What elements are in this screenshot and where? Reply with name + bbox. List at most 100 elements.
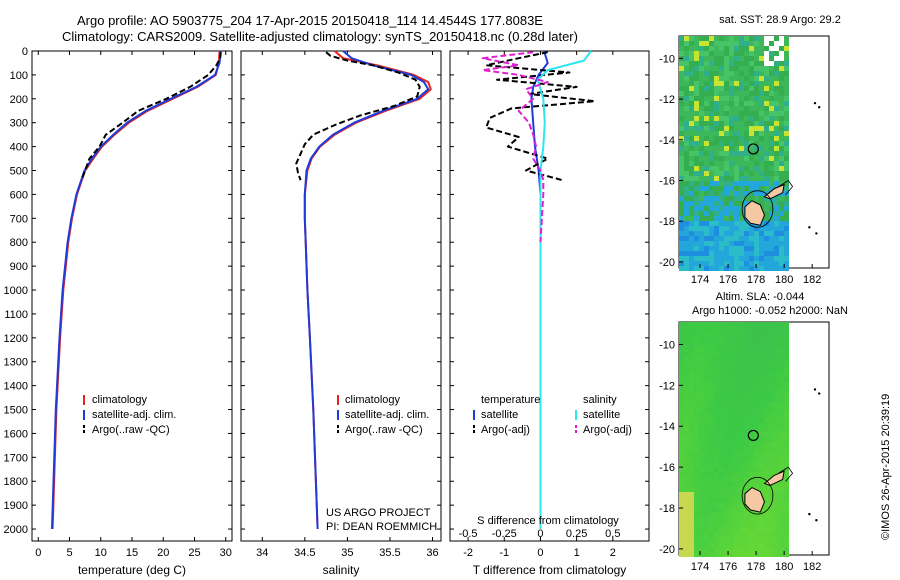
- map-cell: [774, 362, 779, 367]
- map-cell: [769, 332, 774, 337]
- map-cell: [759, 131, 764, 136]
- map-cell: [759, 457, 764, 462]
- map-cell: [734, 76, 739, 81]
- map-cell: [739, 387, 744, 392]
- map-cell: [719, 432, 724, 437]
- map-cell: [779, 141, 784, 146]
- map-cell: [709, 457, 714, 462]
- map-cell: [734, 497, 739, 502]
- map-cell: [784, 367, 789, 372]
- map-cell: [754, 412, 759, 417]
- map-cell: [744, 337, 749, 342]
- map-cell: [699, 136, 704, 141]
- map-cell: [754, 161, 759, 166]
- map-cell: [739, 357, 744, 362]
- map-cell: [779, 201, 784, 206]
- map-cell: [784, 201, 789, 206]
- map-cell: [784, 422, 789, 427]
- map-cell: [749, 176, 754, 181]
- map-cell: [759, 76, 764, 81]
- map-cell: [734, 457, 739, 462]
- map-cell: [704, 236, 709, 241]
- map-cell: [689, 226, 694, 231]
- map-cell: [689, 86, 694, 91]
- map-cell: [734, 146, 739, 151]
- map-cell: [709, 367, 714, 372]
- map-cell: [679, 457, 684, 462]
- map-cell: [754, 402, 759, 407]
- map-cell: [679, 502, 684, 507]
- island-dot: [817, 106, 821, 109]
- map-cell: [729, 41, 734, 46]
- map-cell: [689, 382, 694, 387]
- legend-label-s-satellite: satellite: [583, 409, 620, 421]
- map-cell: [699, 542, 704, 547]
- map-cell: [689, 166, 694, 171]
- map-cell: [689, 492, 694, 497]
- map-cell: [744, 527, 749, 532]
- map-cell: [784, 402, 789, 407]
- map-cell: [719, 126, 724, 131]
- map-cell: [699, 372, 704, 377]
- map-cell: [784, 206, 789, 211]
- map-cell: [739, 362, 744, 367]
- map-cell: [759, 512, 764, 517]
- map-cell: [704, 382, 709, 387]
- map-cell: [769, 146, 774, 151]
- map-cell: [679, 206, 684, 211]
- map-cell: [699, 111, 704, 116]
- map-cell: [684, 86, 689, 91]
- map-cell: [774, 151, 779, 156]
- map-cell: [709, 191, 714, 196]
- map-cell: [764, 231, 769, 236]
- map-cell: [694, 392, 699, 397]
- map-cell: [759, 111, 764, 116]
- map-cell: [709, 226, 714, 231]
- map-cell: [714, 86, 719, 91]
- map-cell: [749, 442, 754, 447]
- map-cell: [699, 537, 704, 542]
- map-cell: [769, 337, 774, 342]
- map-cell: [709, 166, 714, 171]
- map-cell: [719, 241, 724, 246]
- map-cell: [704, 392, 709, 397]
- map-cell: [764, 256, 769, 261]
- map-cell: [699, 101, 704, 106]
- map-cell: [699, 206, 704, 211]
- map-cell: [769, 462, 774, 467]
- map-cell: [694, 231, 699, 236]
- map-cell: [774, 552, 779, 557]
- map-cell: [764, 241, 769, 246]
- map-cell: [684, 412, 689, 417]
- argo-position-marker: [747, 143, 759, 155]
- map-cell: [714, 121, 719, 126]
- map-cell: [694, 86, 699, 91]
- map-cell: [744, 186, 749, 191]
- map-cell: [749, 101, 754, 106]
- map-cell: [724, 211, 729, 216]
- map-cell: [694, 497, 699, 502]
- map-cell: [739, 216, 744, 221]
- map-cell: [739, 101, 744, 106]
- map-cell: [759, 542, 764, 547]
- map-cell: [764, 51, 769, 56]
- map-cell: [769, 327, 774, 332]
- map-cell: [714, 342, 719, 347]
- map-cell: [724, 457, 729, 462]
- map-cell: [779, 457, 784, 462]
- map-cell: [734, 186, 739, 191]
- map-cell: [699, 472, 704, 477]
- map-cell: [714, 432, 719, 437]
- x-tick-label: 25: [188, 547, 200, 559]
- map-cell: [689, 156, 694, 161]
- map-cell: [779, 166, 784, 171]
- map-cell: [724, 497, 729, 502]
- map-cell: [769, 532, 774, 537]
- map-cell: [689, 487, 694, 492]
- map-cell: [744, 261, 749, 266]
- map-cell: [689, 552, 694, 557]
- map-y-tick-label: -12: [659, 94, 675, 106]
- map-cell: [679, 256, 684, 261]
- map-cell: [704, 422, 709, 427]
- map-cell: [749, 347, 754, 352]
